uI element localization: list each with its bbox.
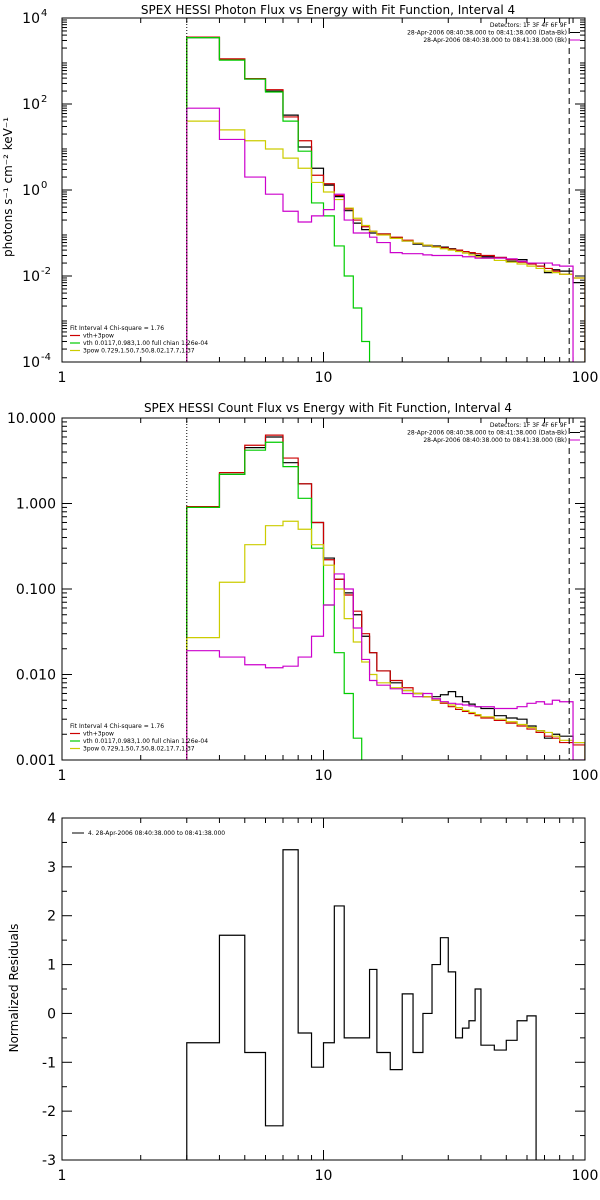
photon-y-tick-label: 10 — [22, 11, 40, 27]
count-plot-frame — [61, 417, 586, 761]
photon-y-tick-label: 10 — [22, 183, 40, 199]
photon-fit-legend: Fit Interval 4 Chi-square = 1.76vth+3pow… — [70, 325, 208, 355]
count-fit-legend-header: Fit Interval 4 Chi-square = 1.76 — [70, 723, 164, 730]
photon-series-vth-3pow — [186, 36, 585, 362]
photon-top-legend-text: Detectors: 1F 3F 4F 6F 9F — [490, 22, 568, 29]
count-x-ticks: 1 10 100 — [58, 418, 599, 784]
residual-x-tick-label: 100 — [572, 1168, 599, 1184]
residual-y-minor-ticks — [62, 841, 585, 1137]
photon-top-legend-text: 28-Apr-2006 08:40:38.000 to 08:41:38.000… — [423, 37, 567, 44]
photon-plot-frame — [61, 17, 586, 363]
residual-y-ticks: -3 -2 -1 0 1 2 3 4 — [42, 811, 585, 1169]
photon-x-minor-ticks — [140, 18, 574, 362]
photon-series-bk — [186, 107, 574, 362]
photon-panel-ylabel: photons s⁻¹ cm⁻² keV⁻¹ — [1, 117, 15, 257]
count-top-legend-text: 28-Apr-2006 08:40:38.000 to 08:41:38.000… — [407, 430, 567, 437]
photon-x-tick-label: 1 — [58, 370, 67, 386]
photon-y-tick-exponent: 0 — [41, 180, 47, 191]
residual-y-tick-label: 4 — [47, 811, 56, 827]
count-top-legend-text: 28-Apr-2006 08:40:38.000 to 08:41:38.000… — [423, 437, 567, 444]
residual-x-minor-ticks — [140, 818, 574, 1160]
photon-fit-legend-text: vth 0.0117,0.983,1.00 full chian 1.26e-0… — [83, 340, 208, 347]
residual-y-tick-label: -2 — [42, 1104, 56, 1120]
count-flux-panel: SPEX HESSI Count Flux vs Energy with Fit… — [7, 401, 599, 784]
count-panel-title: SPEX HESSI Count Flux vs Energy with Fit… — [144, 401, 512, 415]
residual-series-line-0 — [186, 849, 537, 1160]
count-x-tick-label: 10 — [315, 768, 333, 784]
photon-x-tick-label: 100 — [572, 370, 599, 386]
count-fit-legend: Fit Interval 4 Chi-square = 1.76vth+3pow… — [70, 723, 208, 753]
photon-series-vth — [186, 37, 371, 362]
residual-legend-text: 4. 28-Apr-2006 08:40:38.000 to 08:41:38.… — [88, 830, 225, 837]
photon-fit-legend-text: 3pow 0.729,1.50,7.50,8.02,17.7,1.37 — [83, 348, 195, 355]
residual-plot-frame — [61, 817, 586, 1161]
count-y-ticks: 0.001 0.010 0.100 1.000 10.000 — [7, 411, 585, 769]
residual-x-tick-label: 10 — [315, 1168, 333, 1184]
residual-top-legend: 4. 28-Apr-2006 08:40:38.000 to 08:41:38.… — [72, 830, 225, 837]
count-x-tick-label: 1 — [58, 768, 67, 784]
photon-fit-legend-text: vth+3pow — [83, 333, 114, 340]
count-fit-legend-text: vth 0.0117,0.983,1.00 full chian 1.26e-0… — [83, 738, 208, 745]
count-y-tick-label: 10.000 — [7, 411, 56, 427]
photon-energy-markers — [186, 18, 570, 362]
photon-y-minor-ticks — [62, 19, 585, 350]
photon-y-tick-exponent: 2 — [41, 94, 47, 105]
count-series-vth — [186, 441, 363, 760]
residual-y-tick-label: -1 — [42, 1055, 56, 1071]
count-series-group — [186, 434, 585, 760]
count-fit-legend-text: 3pow 0.729,1.50,7.50,8.02,17.7,1.37 — [83, 746, 195, 753]
residual-y-tick-label: 2 — [47, 909, 56, 925]
photon-panel-title: SPEX HESSI Photon Flux vs Energy with Fi… — [141, 3, 515, 17]
residual-x-tick-label: 1 — [58, 1168, 67, 1184]
photon-series-group — [186, 36, 585, 362]
count-y-minor-ticks — [62, 421, 585, 735]
count-x-tick-label: 100 — [572, 768, 599, 784]
count-y-tick-label: 0.100 — [16, 582, 56, 598]
residual-series-group — [186, 849, 537, 1160]
count-top-legend-text: Detectors: 1F 3F 4F 6F 9F — [490, 422, 568, 429]
photon-y-tick-exponent: 4 — [41, 8, 47, 19]
photon-top-legend-text: 28-Apr-2006 08:40:38.000 to 08:41:38.000… — [407, 30, 567, 37]
photon-y-tick-label: 10 — [22, 269, 40, 285]
residual-y-tick-label: 3 — [47, 860, 56, 876]
residual-y-tick-label: 1 — [47, 958, 56, 974]
count-series-data-bk — [186, 436, 585, 760]
photon-y-tick-label: 10 — [22, 97, 40, 113]
photon-x-tick-label: 10 — [315, 370, 333, 386]
photon-flux-panel: SPEX HESSI Photon Flux vs Energy with Fi… — [1, 3, 599, 386]
photon-fit-legend-header: Fit Interval 4 Chi-square = 1.76 — [70, 325, 164, 332]
count-series-bk — [186, 573, 585, 760]
photon-series-3pow — [186, 120, 585, 362]
photon-y-tick-exponent: -4 — [41, 352, 51, 363]
count-x-minor-ticks — [140, 418, 574, 760]
count-y-tick-label: 0.001 — [16, 753, 56, 769]
residual-y-tick-label: 0 — [47, 1006, 56, 1022]
count-y-tick-label: 0.010 — [16, 668, 56, 684]
count-y-tick-label: 1.000 — [16, 497, 56, 513]
photon-y-tick-exponent: -2 — [41, 266, 51, 277]
count-energy-markers — [186, 418, 570, 760]
residuals-panel: Normalized Residuals 1 10 100 -3 -2 -1 0 1 2 3 4 4.… — [7, 811, 599, 1184]
photon-y-tick-label: 10 — [22, 355, 40, 371]
count-series-3pow — [186, 520, 585, 760]
count-fit-legend-text: vth+3pow — [83, 731, 114, 738]
residual-x-ticks: 1 10 100 — [58, 818, 599, 1184]
residuals-panel-ylabel: Normalized Residuals — [7, 924, 21, 1053]
photon-series-data-bk — [186, 37, 585, 362]
count-series-vth-3pow — [186, 434, 585, 760]
residual-y-tick-label: -3 — [42, 1153, 56, 1169]
